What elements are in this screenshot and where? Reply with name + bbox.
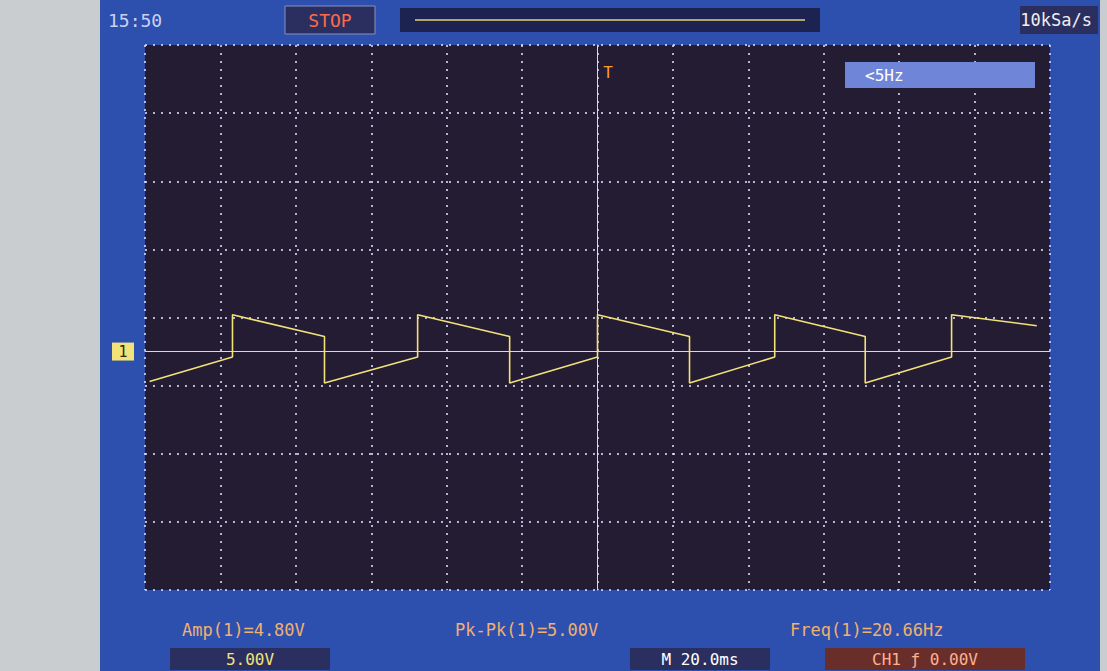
- svg-text:Pk-Pk(1)=5.00V: Pk-Pk(1)=5.00V: [455, 620, 598, 640]
- svg-text:Freq(1)=20.66Hz: Freq(1)=20.66Hz: [790, 620, 944, 640]
- svg-text:15:50: 15:50: [108, 10, 162, 31]
- svg-text:1: 1: [118, 343, 127, 361]
- svg-text:STOP: STOP: [308, 10, 352, 31]
- svg-text:<5Hz: <5Hz: [865, 66, 904, 85]
- svg-text:CH1 ƒ 0.00V: CH1 ƒ 0.00V: [872, 650, 978, 669]
- svg-text:5.00V: 5.00V: [226, 650, 275, 669]
- svg-text:M 20.0ms: M 20.0ms: [661, 650, 738, 669]
- svg-text:10kSa/s: 10kSa/s: [1020, 10, 1092, 30]
- svg-text:T: T: [603, 63, 613, 82]
- svg-text:Amp(1)=4.80V: Amp(1)=4.80V: [182, 620, 305, 640]
